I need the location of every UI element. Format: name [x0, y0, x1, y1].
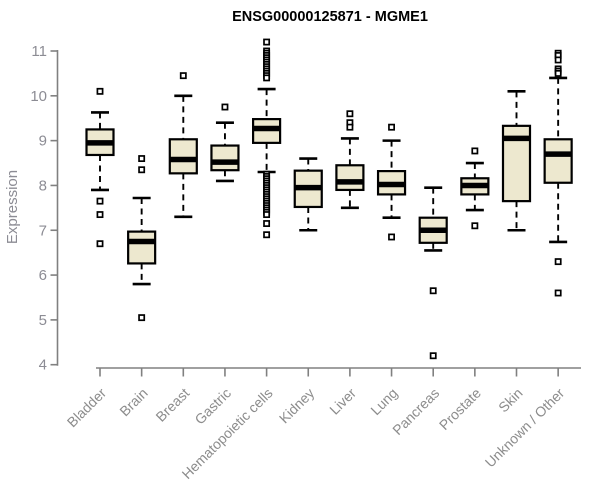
- y-tick-label: 5: [39, 312, 47, 329]
- outlier-point: [554, 56, 562, 64]
- y-axis-title: Expression: [4, 170, 21, 244]
- chart-title: ENSG00000125871 - MGME1: [232, 9, 428, 25]
- boxplot-breast: [168, 72, 198, 219]
- outlier-point: [346, 123, 354, 131]
- outlier-point: [221, 103, 229, 111]
- x-category-label: Unknown / Other: [482, 385, 568, 471]
- outlier-point: [429, 352, 437, 360]
- outlier-point: [471, 222, 479, 230]
- outlier-point: [346, 110, 354, 118]
- boxplot-prostate: [460, 147, 490, 230]
- y-tick-label: 4: [39, 357, 47, 374]
- outlier-point: [138, 155, 146, 163]
- outlier-point: [263, 38, 271, 46]
- x-category-label: Liver: [326, 385, 359, 418]
- x-category-label: Kidney: [276, 385, 318, 427]
- iqr-box: [210, 144, 240, 172]
- x-category-label: Bladder: [64, 385, 110, 431]
- outlier-point: [554, 258, 562, 266]
- y-tick-label: 11: [31, 43, 47, 60]
- y-tick-label: 10: [30, 88, 47, 105]
- outlier-point: [554, 289, 562, 297]
- iqr-box: [335, 164, 365, 192]
- boxplot-liver: [335, 110, 365, 210]
- boxplot-kidney: [293, 157, 323, 232]
- outlier-point: [388, 233, 396, 241]
- outlier-point: [263, 231, 271, 239]
- x-category-label: Prostate: [436, 385, 484, 433]
- boxplot-unknown-other: [543, 49, 573, 297]
- boxplot-bladder: [85, 87, 115, 248]
- outlier-point: [96, 240, 104, 248]
- outlier-point: [96, 211, 104, 219]
- boxplot-skin: [501, 90, 532, 232]
- y-tick-label: 6: [39, 267, 47, 284]
- box-series: [85, 38, 573, 360]
- outlier-point: [429, 287, 437, 295]
- iqr-box: [543, 138, 573, 184]
- outlier-point: [263, 220, 271, 227]
- x-category-label: Breast: [152, 385, 192, 425]
- outlier-point: [554, 69, 562, 77]
- boxplot-brain: [127, 155, 157, 322]
- y-tick-label: 7: [39, 222, 47, 239]
- outlier-point: [138, 166, 146, 174]
- outlier-point: [96, 87, 104, 95]
- y-tick-label: 9: [39, 133, 47, 150]
- boxplot-lung: [376, 123, 407, 241]
- iqr-box: [127, 230, 157, 265]
- x-category-label: Skin: [495, 385, 526, 416]
- outlier-point: [96, 197, 104, 205]
- boxplot-gastric: [210, 103, 240, 183]
- outlier-point: [471, 147, 479, 155]
- iqr-box: [168, 138, 198, 175]
- outlier-point: [179, 72, 187, 80]
- x-category-label: Lung: [367, 385, 400, 418]
- x-category-label: Brain: [116, 385, 150, 419]
- boxplot-pancreas: [418, 186, 448, 360]
- outlier-point: [138, 314, 146, 322]
- boxplot-hematopoietic-cells: [252, 38, 282, 239]
- y-tick-label: 8: [39, 177, 47, 194]
- outlier-point: [263, 211, 271, 219]
- outlier-point: [263, 74, 271, 82]
- outlier-point: [388, 123, 396, 131]
